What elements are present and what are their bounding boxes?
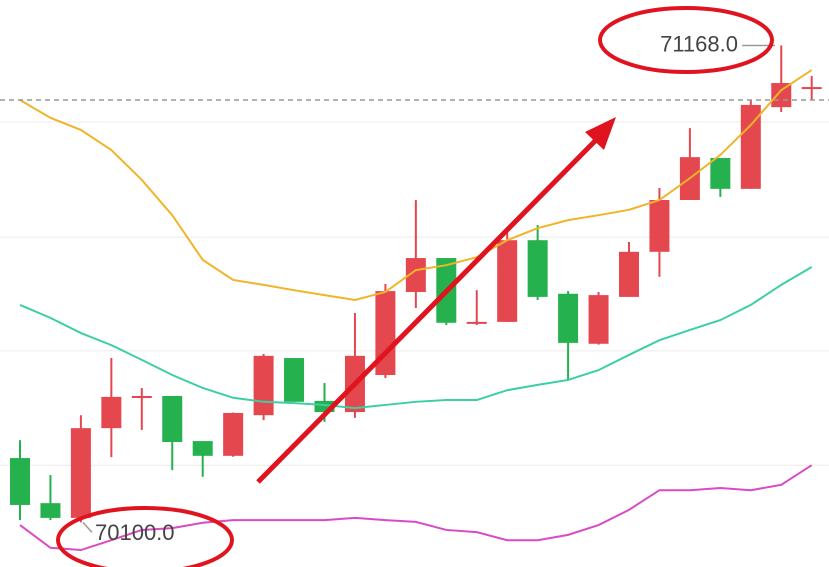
candle-body (801, 87, 822, 90)
candle-body (284, 358, 305, 402)
annotation-line (82, 521, 93, 533)
candle-body (710, 158, 731, 189)
highlight-ellipse (598, 6, 774, 74)
candle-body (101, 396, 122, 429)
moving-average-line (19, 266, 813, 410)
candle-body (649, 200, 670, 252)
candle-body (740, 104, 761, 189)
annotation-label: 71168.0 (660, 31, 738, 56)
arrow-head (585, 117, 616, 150)
candle-body (588, 295, 609, 344)
candle-body (131, 396, 152, 399)
candle-body (466, 321, 487, 324)
annotation-label: 70100.0 (95, 520, 175, 545)
candle-body (375, 291, 396, 376)
highlight-ellipse (56, 506, 234, 567)
moving-average-line (19, 69, 813, 302)
candle-body (223, 412, 244, 456)
candle-body (253, 355, 274, 416)
candle-body (10, 458, 30, 505)
trend-arrow (256, 136, 600, 484)
plot: 71168.0 70100.0 (0, 31, 829, 552)
candle-body (771, 83, 792, 108)
decorations (56, 6, 774, 567)
candle-body (70, 428, 91, 518)
candle-body (619, 251, 639, 297)
candle-body (162, 396, 183, 442)
moving-average-line (19, 464, 813, 552)
candle-body (405, 258, 426, 292)
candle-body (40, 503, 61, 518)
candle-body (192, 441, 213, 456)
candle-body (558, 293, 579, 343)
candle-body (527, 240, 548, 297)
candle-body (314, 400, 335, 413)
candle-body (497, 240, 518, 322)
